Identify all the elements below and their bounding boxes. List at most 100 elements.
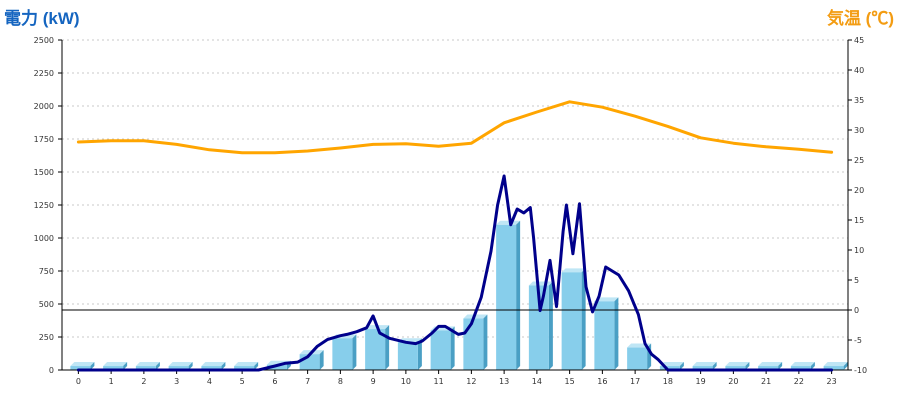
x-tick-label: 23 bbox=[827, 377, 837, 386]
power-bar bbox=[692, 362, 717, 370]
x-tick-label: 9 bbox=[371, 377, 376, 386]
x-tick-label: 5 bbox=[240, 377, 245, 386]
power-bar bbox=[365, 325, 390, 370]
power-bar-front bbox=[135, 366, 156, 370]
right-axis-title: 気温 (℃) bbox=[826, 9, 894, 28]
left-tick-label: 1750 bbox=[34, 135, 54, 144]
x-tick-label: 20 bbox=[728, 377, 738, 386]
x-tick-label: 21 bbox=[761, 377, 771, 386]
power-bar-side bbox=[778, 362, 783, 370]
power-bar bbox=[823, 362, 848, 370]
power-bar-side bbox=[483, 314, 488, 370]
right-tick-label: 30 bbox=[854, 126, 864, 135]
x-tick-label: 6 bbox=[272, 377, 277, 386]
series-lines bbox=[76, 100, 834, 372]
power-bar-top bbox=[823, 362, 848, 367]
left-tick-label: 2000 bbox=[34, 102, 54, 111]
power-bar-top bbox=[561, 268, 586, 273]
right-tick-label: 20 bbox=[854, 186, 864, 195]
power-demand-line bbox=[76, 174, 834, 372]
power-bar-front bbox=[561, 272, 582, 370]
power-bar-top bbox=[103, 362, 128, 367]
left-tick-label: 1250 bbox=[34, 201, 54, 210]
x-tick-label: 15 bbox=[565, 377, 575, 386]
power-bar bbox=[790, 362, 815, 370]
power-bar-top bbox=[692, 362, 717, 367]
x-tick-label: 22 bbox=[794, 377, 804, 386]
power-bar bbox=[496, 220, 521, 370]
right-tick-label: 40 bbox=[854, 66, 864, 75]
left-tick-label: 250 bbox=[39, 333, 54, 342]
x-tick-label: 0 bbox=[76, 377, 81, 386]
power-bar-side bbox=[155, 362, 160, 370]
power-bar-side bbox=[450, 326, 455, 370]
x-tick-label: 18 bbox=[663, 377, 673, 386]
power-bar-top bbox=[594, 297, 619, 302]
power-bar-top bbox=[168, 362, 193, 367]
power-bar-side bbox=[581, 268, 586, 370]
power-bar-top bbox=[201, 362, 226, 367]
x-tick-label: 10 bbox=[401, 377, 411, 386]
power-bar-side bbox=[123, 362, 128, 370]
power-bar-front bbox=[725, 366, 746, 370]
power-bar-side bbox=[548, 281, 553, 370]
power-bar-side bbox=[352, 334, 357, 370]
grid-lines bbox=[62, 39, 848, 338]
power-bar-top bbox=[70, 362, 95, 367]
power-bar bbox=[561, 268, 586, 370]
axes bbox=[58, 39, 852, 374]
power-bar-side bbox=[516, 220, 521, 370]
left-tick-label: 2500 bbox=[34, 36, 54, 45]
power-bar-front bbox=[266, 364, 287, 370]
x-tick-label: 4 bbox=[207, 377, 212, 386]
power-bar-front bbox=[234, 366, 255, 370]
power-bar bbox=[234, 362, 259, 370]
right-tick-label: 0 bbox=[854, 306, 859, 315]
power-bar-front bbox=[103, 366, 124, 370]
x-tick-label: 17 bbox=[630, 377, 640, 386]
right-tick-label: -10 bbox=[854, 366, 867, 375]
power-bar-front bbox=[70, 366, 91, 370]
power-bar-side bbox=[319, 350, 324, 370]
power-bar-side bbox=[614, 297, 619, 370]
x-tick-label: 19 bbox=[696, 377, 706, 386]
left-tick-label: 1500 bbox=[34, 168, 54, 177]
power-bar bbox=[758, 362, 783, 370]
x-tick-label: 8 bbox=[338, 377, 343, 386]
right-tick-label: 45 bbox=[854, 36, 864, 45]
power-bar bbox=[594, 297, 619, 370]
x-tick-label: 11 bbox=[434, 377, 444, 386]
power-bar-front bbox=[790, 366, 811, 370]
power-bar-front bbox=[463, 318, 484, 370]
power-bar-side bbox=[385, 325, 390, 370]
power-bar-top bbox=[496, 220, 521, 225]
left-tick-label: 750 bbox=[39, 267, 54, 276]
power-bar-top bbox=[790, 362, 815, 367]
temperature-line bbox=[76, 100, 834, 155]
tick-labels: 02505007501000125015001750200022502500-1… bbox=[34, 36, 867, 386]
left-tick-label: 1000 bbox=[34, 234, 54, 243]
x-tick-label: 3 bbox=[174, 377, 179, 386]
power-bar-front bbox=[528, 285, 549, 370]
power-bar-side bbox=[810, 362, 815, 370]
power-bar-front bbox=[496, 224, 517, 370]
right-tick-label: 5 bbox=[854, 276, 859, 285]
power-bar-front bbox=[397, 342, 418, 370]
power-bar-top bbox=[725, 362, 750, 367]
power-bar bbox=[332, 334, 357, 370]
power-bar-front bbox=[758, 366, 779, 370]
power-bar-front bbox=[823, 366, 844, 370]
power-bar-front bbox=[692, 366, 713, 370]
power-bar bbox=[168, 362, 193, 370]
power-bar-side bbox=[712, 362, 717, 370]
power-bar-top bbox=[234, 362, 259, 367]
x-tick-label: 12 bbox=[466, 377, 476, 386]
power-bar-front bbox=[659, 366, 680, 370]
power-bar-front bbox=[168, 366, 189, 370]
power-bar bbox=[528, 281, 553, 370]
power-bar-front bbox=[627, 347, 648, 370]
power-bar-top bbox=[659, 362, 684, 367]
x-tick-label: 16 bbox=[597, 377, 607, 386]
power-bar-top bbox=[528, 281, 553, 286]
